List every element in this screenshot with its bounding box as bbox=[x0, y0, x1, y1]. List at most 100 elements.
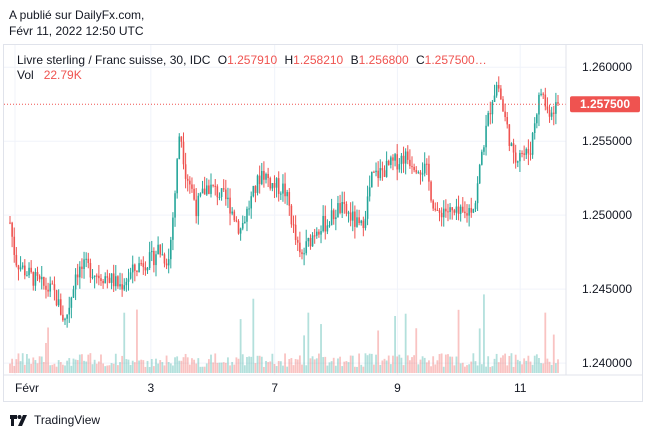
candle-body bbox=[235, 220, 238, 222]
volume-bar bbox=[527, 355, 530, 373]
volume-bar bbox=[512, 366, 515, 373]
volume-bar bbox=[117, 365, 119, 373]
volume-bar bbox=[203, 366, 206, 373]
candle-body bbox=[241, 222, 244, 229]
candle-body bbox=[271, 183, 274, 189]
volume-bar bbox=[408, 360, 411, 373]
candle-body bbox=[555, 102, 557, 114]
x-tick-label: 9 bbox=[394, 381, 401, 395]
candle-body bbox=[21, 265, 24, 268]
candle-body bbox=[491, 101, 494, 115]
candle-body bbox=[112, 273, 115, 287]
volume-bar bbox=[233, 364, 236, 373]
candle-body bbox=[521, 153, 523, 155]
volume-bar bbox=[417, 364, 420, 373]
volume-bar bbox=[267, 362, 270, 373]
candle-body bbox=[288, 192, 291, 206]
symbol-name[interactable]: Livre sterling / Franc suisse, 30, IDC bbox=[17, 53, 211, 67]
volume-bar bbox=[489, 366, 492, 373]
candle-body bbox=[550, 112, 553, 117]
candle-body bbox=[455, 206, 458, 213]
volume-bar bbox=[243, 365, 246, 373]
volume-bar bbox=[97, 361, 100, 373]
candle-body bbox=[292, 224, 295, 226]
volume-bar bbox=[345, 361, 348, 373]
candle-body bbox=[493, 95, 496, 102]
volume-bar bbox=[413, 355, 416, 373]
volume-bar bbox=[406, 355, 409, 373]
candle-body bbox=[411, 166, 413, 168]
volume-bar bbox=[150, 359, 153, 373]
volume-bar bbox=[480, 364, 483, 373]
candle-body bbox=[502, 99, 504, 112]
candle-body bbox=[208, 185, 210, 194]
volume-bar bbox=[343, 361, 346, 373]
candle-body bbox=[290, 205, 293, 225]
volume-bar bbox=[455, 356, 458, 373]
volume-bar bbox=[497, 362, 500, 373]
volume-bar bbox=[235, 357, 238, 373]
high-label: H bbox=[284, 53, 294, 67]
volume-bar bbox=[100, 354, 102, 373]
candle-body bbox=[426, 163, 428, 165]
volume-bar bbox=[326, 365, 329, 373]
close-value: C1.257500… bbox=[416, 53, 487, 67]
candle-body bbox=[49, 283, 52, 292]
candle-body bbox=[170, 239, 172, 260]
volume-bar bbox=[288, 359, 291, 373]
tradingview-brand[interactable]: TradingView bbox=[10, 413, 100, 427]
candle-body bbox=[371, 171, 373, 188]
volume-bar bbox=[140, 359, 143, 373]
candle-body bbox=[11, 222, 13, 237]
published-on: A publié sur DailyFx.com, bbox=[9, 8, 145, 22]
candle-body bbox=[81, 266, 83, 269]
candle-body bbox=[265, 173, 267, 180]
volume-bar bbox=[362, 366, 365, 373]
volume-bar bbox=[227, 357, 229, 373]
candle-body bbox=[548, 109, 551, 117]
last-price-label: 1.257500 bbox=[580, 97, 630, 111]
volume-bar bbox=[87, 354, 90, 373]
candle-body bbox=[186, 178, 189, 181]
candle-body bbox=[421, 173, 424, 175]
candle-body bbox=[138, 263, 140, 273]
volume-bar bbox=[59, 362, 62, 373]
candle-body bbox=[36, 272, 39, 276]
candle-body bbox=[210, 184, 212, 194]
candle-body bbox=[296, 240, 299, 243]
candle-body bbox=[121, 284, 123, 290]
candle-body bbox=[449, 207, 451, 212]
candle-body bbox=[447, 211, 449, 213]
last-price-badge bbox=[570, 96, 640, 113]
candle-body bbox=[400, 155, 403, 165]
candle-body bbox=[231, 211, 233, 214]
volume-bar bbox=[108, 365, 111, 373]
volume-bar bbox=[349, 355, 352, 373]
volume-bar bbox=[309, 358, 312, 373]
volume-bar bbox=[546, 358, 549, 373]
candle-body bbox=[343, 202, 346, 205]
open-label: O bbox=[217, 53, 228, 67]
candle-body bbox=[487, 113, 489, 126]
volume-bar bbox=[119, 362, 121, 373]
candle-body bbox=[205, 185, 208, 195]
volume-bar bbox=[533, 355, 536, 373]
volume-bar bbox=[64, 365, 66, 373]
candle-body bbox=[402, 155, 405, 164]
volume-bar bbox=[61, 364, 64, 373]
candle-body bbox=[347, 212, 350, 214]
volume-bar bbox=[19, 361, 22, 373]
candle-body bbox=[51, 283, 54, 285]
candle-body bbox=[180, 136, 183, 142]
candle-body bbox=[66, 314, 68, 319]
candle-body bbox=[415, 170, 418, 173]
volume-bar bbox=[169, 363, 172, 373]
candle-body bbox=[282, 183, 284, 194]
volume-bar bbox=[197, 358, 200, 373]
volume-bar bbox=[442, 366, 445, 373]
candle-body bbox=[404, 151, 407, 164]
volume-bar bbox=[311, 356, 314, 373]
volume-bar bbox=[248, 356, 250, 373]
candle-body bbox=[203, 188, 206, 195]
